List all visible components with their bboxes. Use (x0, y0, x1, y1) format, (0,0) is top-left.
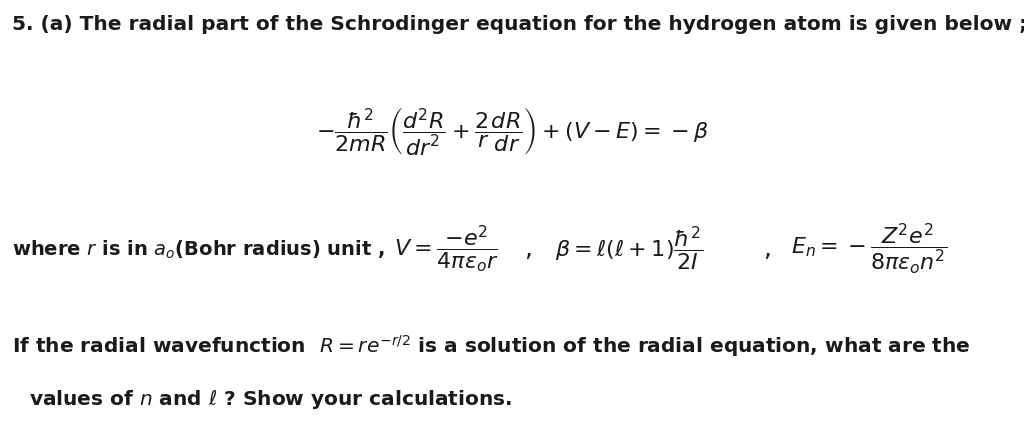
Text: $\beta = \ell(\ell+1)\dfrac{\hbar^2}{2I}$: $\beta = \ell(\ell+1)\dfrac{\hbar^2}{2I}… (555, 225, 703, 273)
Text: ,: , (763, 237, 771, 261)
Text: values of $n$ and $\ell$ ? Show your calculations.: values of $n$ and $\ell$ ? Show your cal… (29, 388, 512, 412)
Text: If the radial wavefunction  $R = re^{-r/2}$ is a solution of the radial equation: If the radial wavefunction $R = re^{-r/2… (12, 333, 971, 359)
Text: $V = \dfrac{-e^2}{4\pi\varepsilon_o r}$: $V = \dfrac{-e^2}{4\pi\varepsilon_o r}$ (394, 224, 499, 275)
Text: 5. (a) The radial part of the Schrodinger equation for the hydrogen atom is give: 5. (a) The radial part of the Schrodinge… (12, 15, 1024, 34)
Text: $E_n = -\dfrac{Z^2e^2}{8\pi\varepsilon_o n^2}$: $E_n = -\dfrac{Z^2e^2}{8\pi\varepsilon_o… (791, 222, 947, 277)
Text: ,: , (524, 237, 532, 261)
Text: $-\dfrac{\hbar^2}{2mR}\left(\dfrac{d^2R}{dr^2}+\dfrac{2}{r}\dfrac{dR}{dr}\right): $-\dfrac{\hbar^2}{2mR}\left(\dfrac{d^2R}… (315, 105, 709, 157)
Text: where $r$ is in $a_o$(Bohr radius) unit ,: where $r$ is in $a_o$(Bohr radius) unit … (12, 238, 385, 261)
